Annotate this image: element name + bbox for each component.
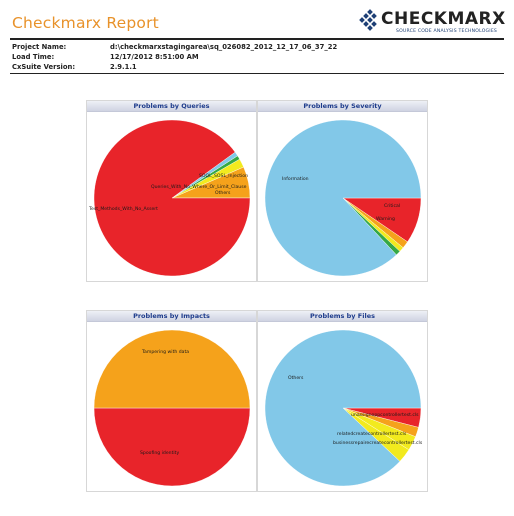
pie-slice-label: Critical: [384, 203, 400, 209]
pie-chart-queries: SOQL_SOSL_Injection Queries_With_No_Where…: [88, 119, 251, 277]
pie-slice: [93, 329, 251, 409]
chart-panel-files: Problems by Files unassignoppcontrollert…: [257, 310, 428, 492]
pie-slice: [264, 329, 422, 487]
logo-wordmark: CHECKMARX: [381, 9, 506, 29]
chart-panel-header: [87, 101, 256, 112]
pie-slice-label: businessrepairecreatecontrollertest.cls: [333, 440, 423, 446]
chart-panel-severity: Problems by Severity Critical Warning Info…: [257, 100, 428, 282]
meta-label-version: CxSuite Version:: [12, 63, 76, 71]
chart-title: Problems by Files: [310, 312, 375, 320]
chart-panel-queries: Problems by Queries SOQL_SOSL_Injection Q…: [86, 100, 257, 282]
pie-slice-label: Warning: [376, 216, 395, 222]
meta-label-project: Project Name:: [12, 43, 67, 51]
meta-value-project: d:\checkmarxstagingarea\sq_026082_2012_1…: [110, 43, 338, 51]
header-rule: [10, 38, 504, 40]
meta-value-version: 2.9.1.1: [110, 63, 137, 71]
pie-slice: [264, 119, 422, 277]
pie-slice: [93, 119, 251, 277]
meta-label-load-time: Load Time:: [12, 53, 55, 61]
pie-slice-label: Others: [288, 375, 304, 381]
report-title: Checkmarx Report: [12, 14, 159, 32]
chart-panel-header: [258, 101, 427, 112]
chart-title: Problems by Impacts: [133, 312, 210, 320]
pie-chart-severity: Critical Warning Information: [264, 119, 422, 277]
meta-rule: [10, 73, 504, 74]
meta-value-load-time: 12/17/2012 8:51:00 AM: [110, 53, 199, 61]
chart-panel-impacts: Problems by Impacts Spoofing identity Tam…: [86, 310, 257, 492]
pie-slice-label: Information: [282, 176, 309, 182]
pie-slice-label: unassignoppcontrollertest.cls: [351, 412, 419, 418]
pie-slice: [93, 407, 251, 487]
chart-panel-header: [87, 311, 256, 322]
pie-chart-files: unassignoppcontrollertest.cls relatedcrea…: [264, 329, 423, 487]
pie-slice-label: Queries_With_No_Where_Or_Limit_Clause: [151, 184, 247, 190]
pie-slice-label: Spoofing identity: [140, 450, 179, 456]
pie-slice-label: SOQL_SOSL_Injection: [199, 173, 248, 179]
chart-title: Problems by Severity: [303, 102, 382, 110]
pie-slice-label: relatedcreatecontrollertest.cls: [337, 431, 407, 437]
pie-chart-impacts: Spoofing identity Tampering with data: [93, 329, 251, 487]
pie-slice-label: Others: [215, 190, 231, 196]
pie-slice-label: Test_Methods_With_No_Assert: [88, 206, 158, 212]
pie-slice-label: Tampering with data: [141, 349, 189, 355]
logo-tagline: SOURCE CODE ANALYSIS TECHNOLOGIES: [396, 29, 498, 34]
chart-panel-header: [258, 311, 427, 322]
chart-title: Problems by Queries: [133, 102, 210, 110]
checkmarx-logo: CHECKMARX SOURCE CODE ANALYSIS TECHNOLOG…: [359, 9, 506, 37]
checkmarx-logo-icon: [359, 9, 377, 31]
